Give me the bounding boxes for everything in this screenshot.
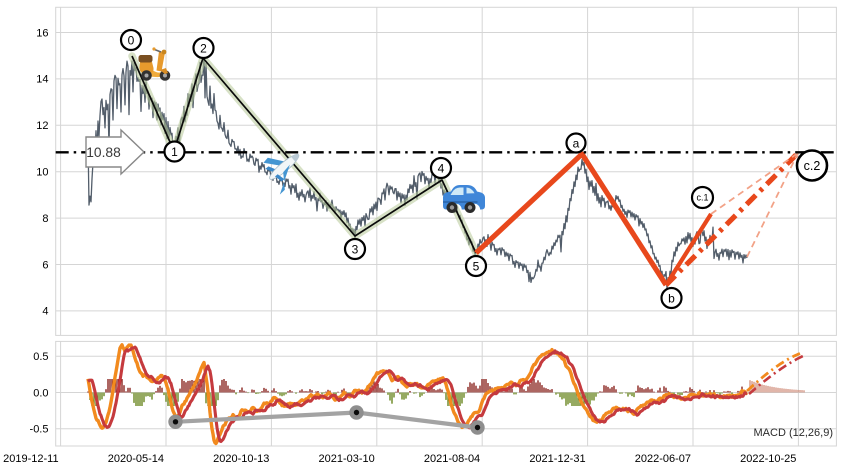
svg-text:MACD (12,26,9): MACD (12,26,9): [754, 427, 833, 439]
svg-text:b: b: [668, 291, 675, 305]
svg-text:4: 4: [42, 306, 48, 318]
svg-text:8: 8: [42, 213, 48, 225]
svg-text:12: 12: [36, 120, 48, 132]
svg-text:5: 5: [473, 259, 480, 273]
svg-text:2: 2: [200, 41, 207, 55]
svg-text:2020-10-13: 2020-10-13: [213, 453, 269, 465]
svg-text:0.0: 0.0: [33, 387, 48, 399]
svg-text:4: 4: [438, 161, 445, 175]
svg-text:2022-10-25: 2022-10-25: [740, 453, 796, 465]
svg-text:16: 16: [36, 27, 48, 39]
svg-text:2021-03-10: 2021-03-10: [319, 453, 375, 465]
svg-text:-0.5: -0.5: [30, 424, 49, 436]
svg-text:3: 3: [352, 242, 359, 256]
svg-text:2021-12-31: 2021-12-31: [529, 453, 585, 465]
svg-text:2022-06-07: 2022-06-07: [635, 453, 691, 465]
svg-text:c.2: c.2: [804, 159, 821, 173]
svg-text:2020-05-14: 2020-05-14: [108, 453, 164, 465]
svg-text:a: a: [573, 136, 580, 150]
svg-text:14: 14: [36, 74, 48, 86]
svg-text:1: 1: [171, 145, 178, 159]
svg-text:0: 0: [128, 33, 135, 47]
svg-text:2021-08-04: 2021-08-04: [424, 453, 480, 465]
svg-text:c.1: c.1: [696, 193, 708, 203]
svg-text:6: 6: [42, 259, 48, 271]
svg-text:2019-12-11: 2019-12-11: [3, 453, 58, 465]
svg-text:10.88: 10.88: [86, 145, 121, 160]
svg-text:0.5: 0.5: [33, 351, 48, 363]
svg-text:10: 10: [36, 167, 48, 179]
